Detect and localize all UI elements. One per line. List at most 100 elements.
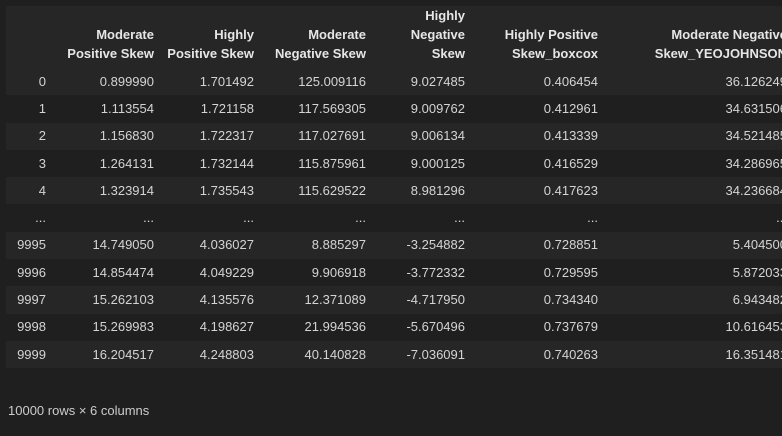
table-cell: 125.009116 xyxy=(262,68,374,96)
column-header: Moderate Negative Skew xyxy=(262,6,374,68)
row-index-cell: 9996 xyxy=(6,259,54,287)
table-cell: 9.027485 xyxy=(374,68,473,96)
table-cell: 8.981296 xyxy=(374,177,473,205)
table-row: 9995 14.749050 4.036027 8.885297 -3.254882 0.… xyxy=(6,231,782,260)
row-index-cell: 4 xyxy=(6,177,54,205)
table-cell: 0.734340 xyxy=(473,286,606,314)
table-cell: 10.616453 xyxy=(606,313,782,341)
table-row: 4 1.323914 1.735543 115.629522 8.981296 0.417… xyxy=(6,177,782,205)
table-body: 0 0.899990 1.701492 125.009116 9.027485 0.406… xyxy=(6,68,782,369)
header-row: Moderate Positive Skew Highly Positive S… xyxy=(6,6,782,68)
table-cell: -3.772332 xyxy=(374,259,473,287)
table-cell: 115.875961 xyxy=(262,149,374,178)
table-cell: 15.262103 xyxy=(54,286,162,314)
table-cell: 0.417623 xyxy=(473,177,606,205)
table-cell: 0.412961 xyxy=(473,95,606,123)
table-cell: 4.049229 xyxy=(162,259,262,287)
table-cell: ... xyxy=(473,204,606,232)
table-cell: 1.732144 xyxy=(162,149,262,178)
table-cell: 14.749050 xyxy=(54,231,162,260)
row-index-cell: 3 xyxy=(6,149,54,178)
table-cell: 4.036027 xyxy=(162,231,262,260)
table-cell: 21.994536 xyxy=(262,313,374,341)
table-cell: -3.254882 xyxy=(374,231,473,260)
column-header: Highly Positive Skew xyxy=(162,6,262,68)
table-cell: 34.631506 xyxy=(606,95,782,123)
table-cell: 4.135576 xyxy=(162,286,262,314)
dataframe-table: Moderate Positive Skew Highly Positive S… xyxy=(6,6,782,369)
table-cell: 34.236684 xyxy=(606,177,782,205)
row-index-cell: 9995 xyxy=(6,231,54,260)
row-index-cell: 9999 xyxy=(6,340,54,369)
table-cell: 0.413339 xyxy=(473,122,606,150)
table-row: 9997 15.262103 4.135576 12.371089 -4.717950 0… xyxy=(6,286,782,314)
table-cell: 34.521485 xyxy=(606,122,782,150)
table-cell: 117.569305 xyxy=(262,95,374,123)
table-cell: 0.740263 xyxy=(473,340,606,369)
column-header: Moderate Negative Skew_YEOJOHNSON xyxy=(606,6,782,68)
column-header-index xyxy=(6,6,54,68)
table-cell: 1.156830 xyxy=(54,122,162,150)
table-cell: ... xyxy=(262,204,374,232)
table-cell: ... xyxy=(162,204,262,232)
row-index-cell: 1 xyxy=(6,95,54,123)
table-row: 9998 15.269983 4.198627 21.994536 -5.670496 0… xyxy=(6,313,782,341)
table-cell: 9.009762 xyxy=(374,95,473,123)
table-cell: 5.872033 xyxy=(606,259,782,287)
table-cell: 0.728851 xyxy=(473,231,606,260)
table-cell: 1.113554 xyxy=(54,95,162,123)
table-cell: 0.737679 xyxy=(473,313,606,341)
table-cell: 12.371089 xyxy=(262,286,374,314)
table-cell: 9.000125 xyxy=(374,149,473,178)
table-cell: 6.943482 xyxy=(606,286,782,314)
table-cell: 40.140828 xyxy=(262,340,374,369)
table-row: 9996 14.854474 4.049229 9.906918 -3.772332 0.… xyxy=(6,259,782,287)
column-header: Highly Positive Skew_boxcox xyxy=(473,6,606,68)
table-cell: 9.906918 xyxy=(262,259,374,287)
table-cell: 34.286965 xyxy=(606,149,782,178)
table-cell: 0.416529 xyxy=(473,149,606,178)
table-cell: -5.670496 xyxy=(374,313,473,341)
table-row: 9999 16.204517 4.248803 40.140828 -7.036091 0… xyxy=(6,340,782,369)
table-row: ..................... xyxy=(6,204,782,232)
table-cell: 1.721158 xyxy=(162,95,262,123)
table-cell: 5.404500 xyxy=(606,231,782,260)
table-cell: 14.854474 xyxy=(54,259,162,287)
table-cell: -7.036091 xyxy=(374,340,473,369)
table-row: 1 1.113554 1.721158 117.569305 9.009762 0.412… xyxy=(6,95,782,123)
row-index-cell: 2 xyxy=(6,122,54,150)
table-row: 0 0.899990 1.701492 125.009116 9.027485 0.406… xyxy=(6,68,782,96)
table-cell: 1.701492 xyxy=(162,68,262,96)
table-row: 3 1.264131 1.732144 115.875961 9.000125 0.416… xyxy=(6,149,782,178)
table-cell: 16.204517 xyxy=(54,340,162,369)
table-cell: 0.899990 xyxy=(54,68,162,96)
table-cell: 16.351481 xyxy=(606,340,782,369)
column-header: Highly Negative Skew xyxy=(374,6,473,68)
table-cell: 1.735543 xyxy=(162,177,262,205)
table-cell: 0.406454 xyxy=(473,68,606,96)
table-cell: 4.198627 xyxy=(162,313,262,341)
row-index-cell: 0 xyxy=(6,68,54,96)
table-cell: ... xyxy=(54,204,162,232)
table-cell: 1.264131 xyxy=(54,149,162,178)
table-cell: 1.722317 xyxy=(162,122,262,150)
table-cell: ... xyxy=(606,204,782,232)
table-row: 2 1.156830 1.722317 117.027691 9.006134 0.413… xyxy=(6,122,782,150)
dataframe-shape-text: 10000 rows × 6 columns xyxy=(8,403,150,418)
table-cell: 115.629522 xyxy=(262,177,374,205)
table-cell: 8.885297 xyxy=(262,231,374,260)
table-cell: -4.717950 xyxy=(374,286,473,314)
table-cell: 1.323914 xyxy=(54,177,162,205)
table-cell: 15.269983 xyxy=(54,313,162,341)
column-header: Moderate Positive Skew xyxy=(54,6,162,68)
row-index-cell: 9998 xyxy=(6,313,54,341)
table-cell: 36.126249 xyxy=(606,68,782,96)
table-cell: 0.729595 xyxy=(473,259,606,287)
row-index-cell: 9997 xyxy=(6,286,54,314)
table-header: Moderate Positive Skew Highly Positive S… xyxy=(6,6,782,68)
table-cell: 4.248803 xyxy=(162,340,262,369)
table-cell: 9.006134 xyxy=(374,122,473,150)
table-cell: 117.027691 xyxy=(262,122,374,150)
row-index-cell: ... xyxy=(6,204,54,232)
